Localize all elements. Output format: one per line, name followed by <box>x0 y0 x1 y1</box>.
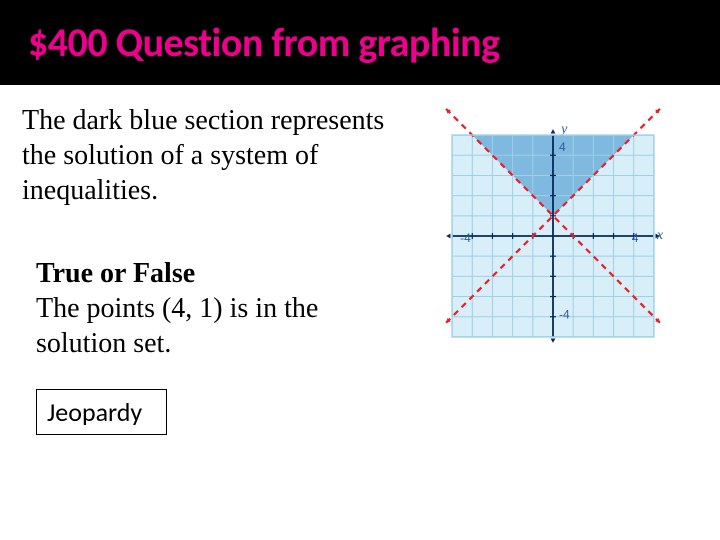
text-column: The dark blue section represents the sol… <box>22 103 392 435</box>
svg-text:-4: -4 <box>559 308 570 322</box>
svg-text:4: 4 <box>559 140 566 154</box>
svg-text:4: 4 <box>632 231 639 245</box>
prompt-text: The dark blue section represents the sol… <box>22 103 392 208</box>
svg-text:x: x <box>656 228 664 243</box>
jeopardy-button[interactable]: Jeopardy <box>36 389 167 435</box>
content-area: The dark blue section represents the sol… <box>0 85 720 453</box>
question-text: True or False The points (4, 1) is in th… <box>36 256 392 361</box>
slide-title: $400 Question from graphing <box>28 18 692 67</box>
question-rest: The points (4, 1) is in the solution set… <box>36 293 318 359</box>
question-bold: True or False <box>36 258 195 289</box>
inequality-graph: 4-44-4yx <box>418 101 688 371</box>
svg-text:-4: -4 <box>460 231 471 245</box>
title-bar: $400 Question from graphing <box>0 0 720 85</box>
